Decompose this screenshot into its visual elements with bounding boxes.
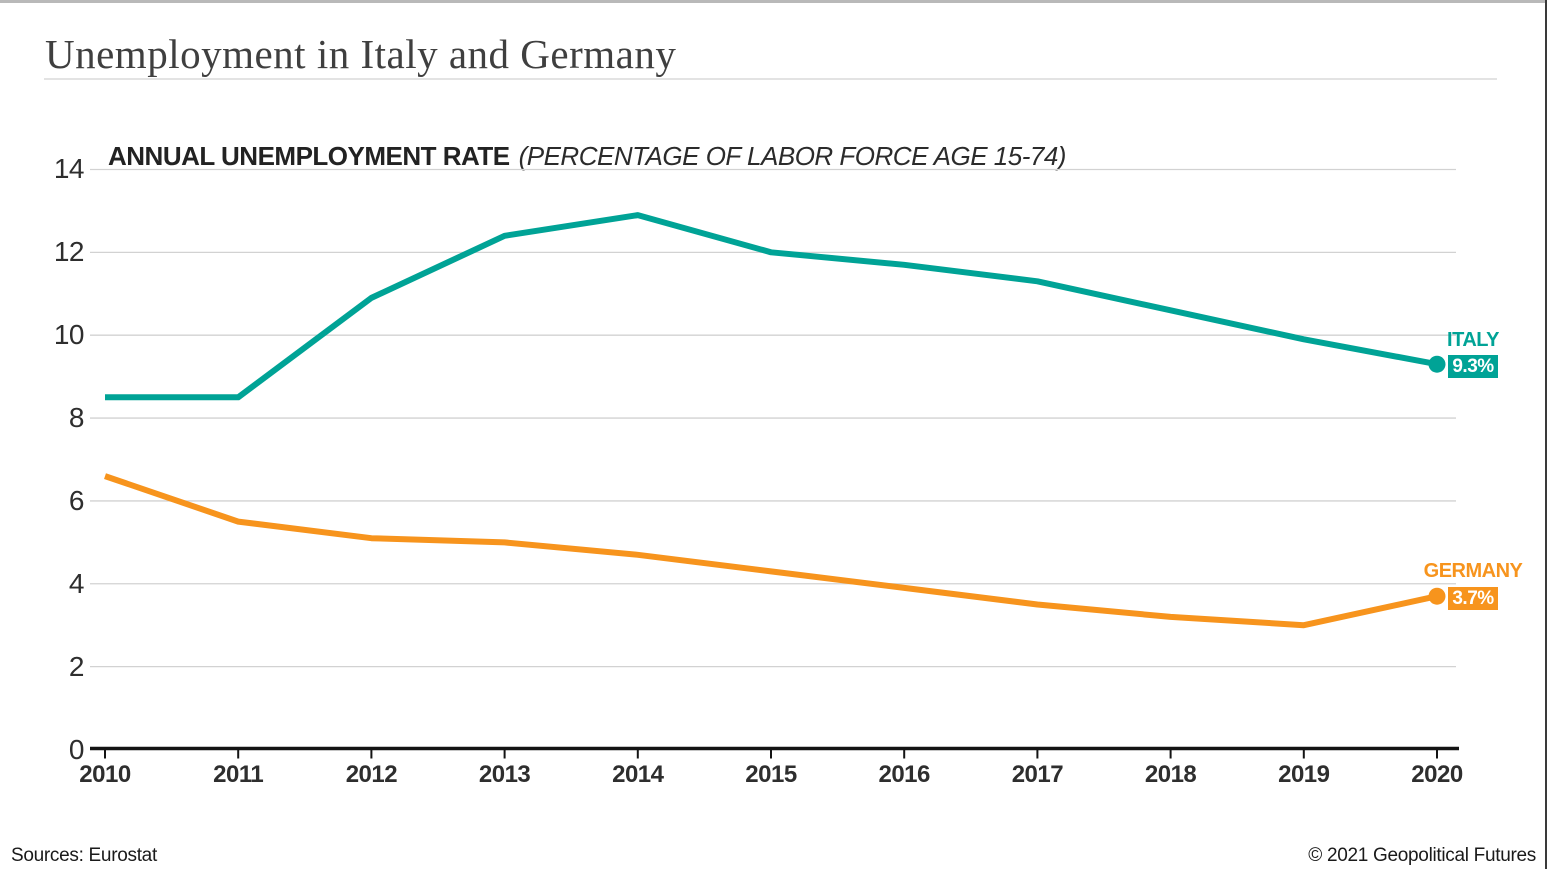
series-endpoint-dot-germany xyxy=(1428,587,1446,605)
y-axis-label: 12 xyxy=(53,236,85,268)
y-axis-label: 4 xyxy=(68,567,85,599)
series-label-italy: ITALY xyxy=(1447,329,1499,351)
series-line-germany xyxy=(104,473,1438,629)
y-axis-label: 8 xyxy=(68,402,85,434)
window-right-edge xyxy=(1545,0,1547,869)
x-axis-label: 2013 xyxy=(478,761,531,788)
x-axis-label: 2010 xyxy=(79,761,131,788)
y-axis-label: 14 xyxy=(53,153,85,185)
title-divider xyxy=(44,78,1497,80)
y-axis-label: 6 xyxy=(68,484,85,516)
x-axis-label: 2020 xyxy=(1411,761,1463,788)
series-endpoint-dot-italy xyxy=(1428,355,1446,373)
window-top-edge xyxy=(0,0,1547,3)
x-axis-label: 2019 xyxy=(1278,761,1330,788)
copyright-note: © 2021 Geopolitical Futures xyxy=(1308,845,1536,866)
sources-note: Sources: Eurostat xyxy=(11,845,157,866)
chart-subtitle: ANNUAL UNEMPLOYMENT RATE (PERCENTAGE OF L… xyxy=(108,141,1066,172)
x-axis-label: 2015 xyxy=(745,761,797,788)
y-axis-label: 2 xyxy=(68,650,85,682)
series-line-italy xyxy=(105,212,1438,401)
series-label-germany: GERMANY xyxy=(1423,560,1523,582)
x-axis-label: 2014 xyxy=(612,761,664,788)
series-value-badge-germany: 3.7% xyxy=(1448,587,1498,610)
chart-subtitle-main: ANNUAL UNEMPLOYMENT RATE xyxy=(108,141,510,171)
x-axis-label: 2012 xyxy=(345,761,398,788)
x-axis-label: 2011 xyxy=(213,761,264,788)
y-axis-label: 10 xyxy=(53,319,85,351)
x-axis-label: 2016 xyxy=(878,761,930,788)
series-value-badge-italy: 9.3% xyxy=(1448,355,1498,378)
x-axis-label: 2018 xyxy=(1144,761,1197,788)
x-axis-label: 2017 xyxy=(1011,761,1064,788)
y-axis-label: 0 xyxy=(68,733,85,765)
page-title: Unemployment in Italy and Germany xyxy=(45,31,677,77)
chart-subtitle-note: (PERCENTAGE OF LABOR FORCE AGE 15-74) xyxy=(518,141,1067,171)
